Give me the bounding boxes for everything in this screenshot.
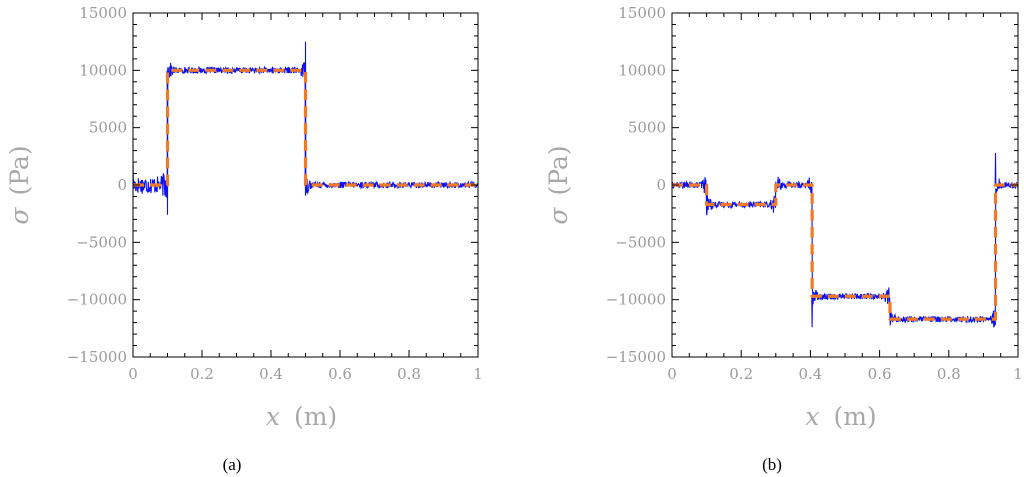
x-tick-label: 0.2	[190, 365, 214, 383]
x-tick-label: 0.6	[328, 365, 352, 383]
y-tick-label: 15000	[618, 4, 666, 22]
simulation-series	[133, 41, 478, 215]
x-tick-label: 0.4	[259, 365, 283, 383]
x-tick-label: 1	[473, 365, 483, 383]
y-axis-unit: (Pa)	[544, 145, 573, 195]
y-tick-label: −10000	[67, 291, 127, 309]
y-tick-label: 5000	[89, 119, 127, 137]
x-tick-label: 0.4	[798, 365, 822, 383]
y-tick-label: −10000	[606, 291, 666, 309]
y-tick-label: 0	[656, 176, 666, 194]
x-tick-label: 0.8	[397, 365, 421, 383]
x-tick-label: 0	[128, 365, 138, 383]
x-axis-unit: (m)	[294, 402, 337, 431]
reference-series	[133, 68, 478, 187]
panel-a: −15000 −10000 −5000 0 5000 10000 15000 0 0.2 0.4 0…	[5, 4, 483, 474]
x-tick-label: 1	[1013, 365, 1023, 383]
y-tick-label: −5000	[615, 233, 666, 251]
y-axis-symbol: σ	[544, 207, 573, 225]
plot-frame	[671, 12, 1019, 358]
panel-caption: (a)	[223, 455, 242, 474]
y-tick-label: 10000	[79, 61, 127, 79]
y-axis-label: σ (Pa)	[5, 145, 34, 224]
y-axis-unit: (Pa)	[5, 145, 34, 195]
x-axis-symbol: x	[266, 402, 280, 431]
x-tick-label: 0	[667, 365, 677, 383]
y-axis-symbol: σ	[5, 207, 34, 225]
x-axis-symbol: x	[805, 402, 819, 431]
simulation-series	[672, 152, 1018, 328]
x-tick-label: 0.6	[868, 365, 892, 383]
y-tick-label: 5000	[628, 119, 666, 137]
y-tick-label: −15000	[606, 348, 666, 366]
x-axis-label: x (m)	[266, 402, 337, 431]
x-axis-unit: (m)	[833, 402, 876, 431]
y-tick-label: −15000	[67, 348, 127, 366]
panel-caption: (b)	[762, 455, 782, 474]
y-axis-label: σ (Pa)	[544, 145, 573, 224]
x-axis-label: x (m)	[805, 402, 876, 431]
y-tick-label: 0	[117, 176, 127, 194]
y-tick-label: 10000	[618, 61, 666, 79]
x-tick-label: 0.2	[729, 365, 753, 383]
x-tick-label: 0.8	[937, 365, 961, 383]
y-tick-label: 15000	[79, 4, 127, 22]
reference-series	[672, 183, 1018, 321]
y-tick-label: −5000	[76, 233, 127, 251]
panel-b: −15000 −10000 −5000 0 5000 10000 15000 0 0.2 0.4 0…	[544, 4, 1023, 474]
